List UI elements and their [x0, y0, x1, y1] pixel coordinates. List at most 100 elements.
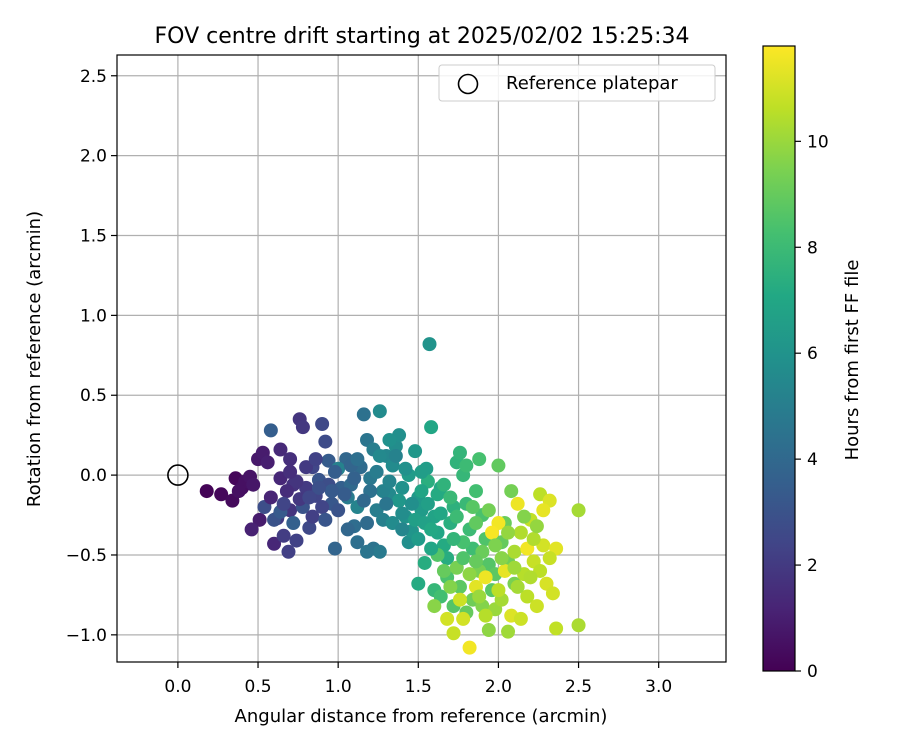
data-point [510, 579, 525, 594]
data-point [283, 452, 298, 467]
data-point [452, 445, 467, 460]
data-point [420, 496, 435, 511]
data-point [356, 493, 371, 508]
data-point [305, 509, 320, 524]
data-point [302, 490, 317, 505]
data-point [491, 583, 506, 598]
data-point [485, 525, 500, 540]
data-point [488, 538, 503, 553]
data-point [244, 522, 259, 537]
data-point [465, 500, 480, 515]
data-point [372, 448, 387, 463]
data-point [199, 484, 214, 499]
y-tick-label: 2.0 [80, 147, 107, 167]
data-point [436, 477, 451, 492]
data-point [424, 541, 439, 556]
data-point [542, 551, 557, 566]
data-point [318, 434, 333, 449]
data-point [395, 506, 410, 521]
data-point [388, 448, 403, 463]
data-point [510, 496, 525, 511]
colorbar-tick-label: 0 [807, 662, 818, 682]
x-tick-label: 2.0 [485, 677, 512, 697]
x-axis-label: Angular distance from reference (arcmin) [235, 706, 608, 727]
data-point [436, 563, 451, 578]
data-point [481, 623, 496, 638]
data-point [529, 599, 544, 614]
x-tick-label: 0.0 [164, 677, 191, 697]
data-point [395, 522, 410, 537]
data-point [440, 611, 455, 626]
data-point [267, 536, 282, 551]
data-point [462, 567, 477, 582]
data-point [379, 496, 394, 511]
chart-title: FOV centre drift starting at 2025/02/02 … [155, 24, 690, 49]
x-tick-label: 2.5 [565, 677, 592, 697]
data-point [456, 611, 471, 626]
data-point [283, 464, 298, 479]
colorbar-tick-label: 4 [807, 450, 818, 470]
data-point [324, 484, 339, 499]
reference-marker [167, 464, 189, 486]
data-point [507, 544, 522, 559]
data-point [427, 599, 442, 614]
data-point [449, 509, 464, 524]
data-point [491, 458, 506, 473]
colorbar-tick-label: 6 [807, 344, 818, 364]
y-tick-label: 0.0 [80, 466, 107, 486]
data-point [443, 579, 458, 594]
data-point [372, 404, 387, 419]
data-point [459, 458, 474, 473]
data-point [273, 442, 288, 457]
data-point [411, 532, 426, 547]
x-axis-ticks: 0.0 0.5 1.0 1.5 2.0 2.5 3.0 [164, 662, 672, 697]
data-point [347, 471, 362, 486]
x-tick-label: 1.0 [325, 677, 352, 697]
data-point [360, 544, 375, 559]
data-point [414, 484, 429, 499]
data-point [433, 506, 448, 521]
data-point [513, 611, 528, 626]
x-tick-label: 1.5 [405, 677, 432, 697]
data-point [545, 586, 560, 601]
plot-frame [116, 54, 727, 663]
data-point [279, 484, 294, 499]
data-point [260, 455, 275, 470]
data-point [246, 477, 261, 492]
data-point [411, 576, 426, 591]
x-tick-label: 0.5 [245, 677, 272, 697]
colorbar [762, 45, 796, 672]
x-tick-label: 3.0 [645, 677, 672, 697]
data-point [369, 464, 384, 479]
data-point [417, 555, 432, 570]
y-tick-label: 2.5 [80, 67, 107, 87]
legend-label: Reference platepar [506, 73, 678, 94]
data-point [501, 624, 516, 639]
data-point [337, 487, 352, 502]
data-point [517, 509, 532, 524]
data-point [263, 423, 278, 438]
y-tick-label: 1.5 [80, 227, 107, 247]
data-point [350, 535, 365, 550]
data-point [523, 570, 538, 585]
data-point [446, 626, 461, 641]
data-point [327, 541, 342, 556]
legend-box [438, 64, 716, 102]
y-tick-label: −0.5 [66, 546, 107, 566]
data-point [372, 544, 387, 559]
data-point [452, 592, 467, 607]
data-point [276, 528, 291, 543]
data-point [311, 480, 326, 495]
data-point [289, 533, 304, 548]
data-point [318, 512, 333, 527]
data-point [468, 516, 483, 531]
y-tick-label: −1.0 [66, 626, 107, 646]
data-points [199, 337, 586, 655]
data-point [395, 480, 410, 495]
data-point [299, 460, 314, 475]
data-point [468, 484, 483, 499]
y-axis-label: Rotation from reference (arcmin) [24, 211, 45, 507]
data-point [315, 416, 330, 431]
data-point [494, 551, 509, 566]
